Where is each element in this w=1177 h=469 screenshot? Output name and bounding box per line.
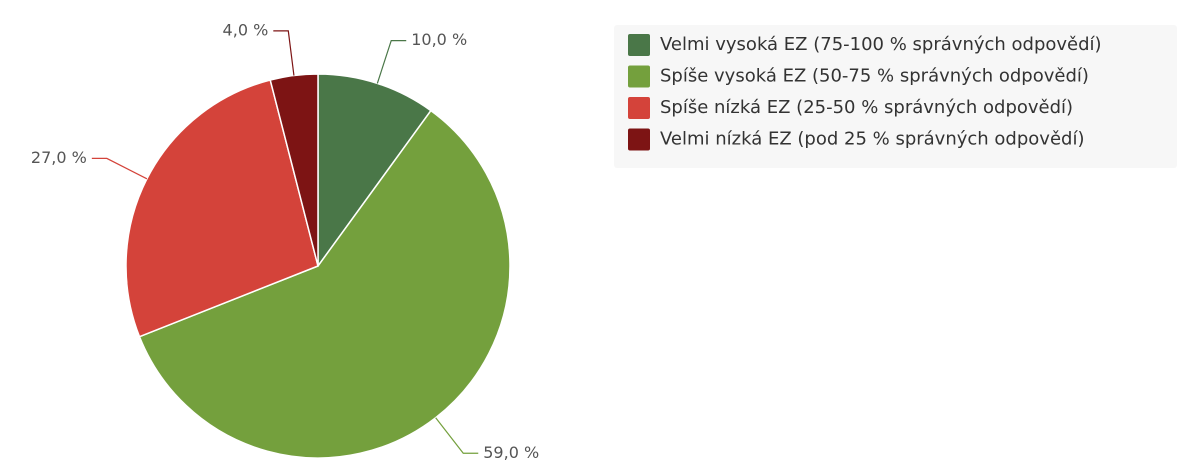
legend-swatch: [628, 128, 650, 151]
pie-slice: [317, 73, 432, 269]
legend-label: Velmi nízká EZ (pod 25 % správných odpov…: [660, 129, 1084, 150]
legend-swatch: [628, 65, 650, 88]
legend-swatch: [628, 34, 650, 56]
data-label: 4,0 %: [223, 20, 269, 39]
leader-line: [376, 39, 407, 84]
leader-line: [435, 417, 479, 454]
data-label: 27,0 %: [31, 148, 87, 167]
pie-slice: [269, 73, 319, 267]
legend-swatch: [628, 97, 650, 119]
data-label: 10,0 %: [411, 30, 467, 49]
leader-line: [273, 30, 295, 76]
legend-label: Spíše vysoká EZ (50-75 % správných odpov…: [660, 66, 1089, 87]
pie-slice: [125, 79, 319, 338]
leader-line: [91, 157, 148, 180]
data-label: 59,0 %: [483, 443, 539, 462]
legend-box: [614, 25, 1177, 168]
legend-label: Velmi vysoká EZ (75-100 % správných odpo…: [660, 34, 1102, 55]
legend-label: Spíše nízká EZ (25-50 % správných odpově…: [660, 97, 1073, 118]
